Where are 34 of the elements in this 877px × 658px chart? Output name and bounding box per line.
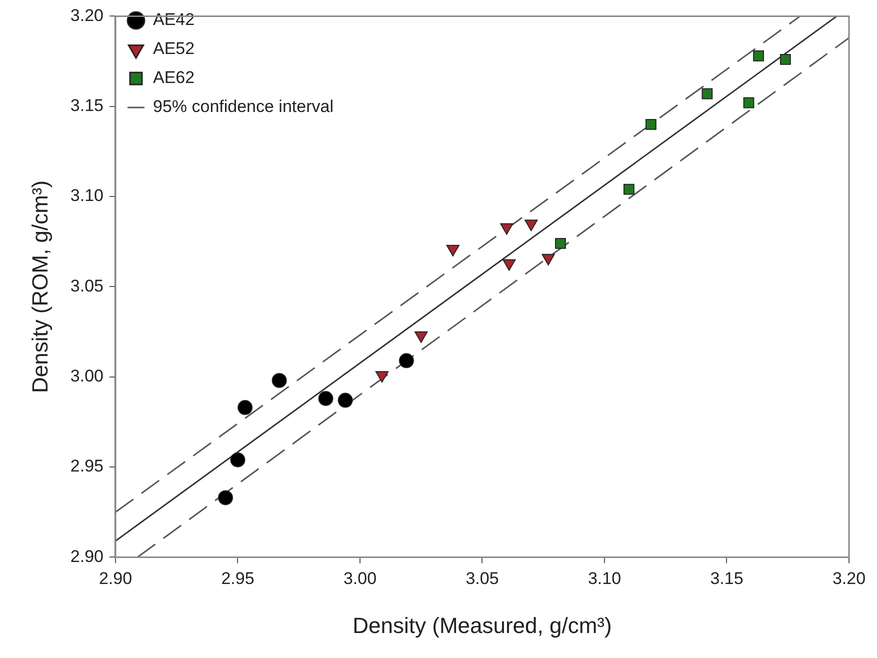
x-tick-label: 3.00 [343,569,377,588]
point [218,490,234,506]
x-tick-label: 2.90 [98,569,132,588]
point [230,452,246,468]
point [272,372,287,388]
x-tick-label: 3.15 [710,569,744,588]
x-tick-label: 2.95 [221,569,254,588]
point [646,118,656,130]
y-tick-label: 2.90 [70,546,104,566]
point [414,331,428,343]
y-tick-label: 2.95 [70,456,104,476]
point [702,88,713,100]
point [238,400,253,416]
legend-label: 95% confidence interval [152,97,334,116]
point [623,184,634,195]
x-tick-label: 3.05 [466,569,499,588]
point [743,97,754,108]
y-axis-title: Density (ROM, g/cm³) [27,180,52,394]
y-tick-label: 3.00 [70,366,104,386]
point [555,238,566,249]
y-tick-label: 3.15 [70,96,104,116]
x-tick-label: 3.10 [588,569,622,588]
legend-label: AE52 [152,39,195,58]
point [318,391,334,406]
y-tick-label: 3.05 [70,276,104,296]
point [338,392,353,408]
y-tick-label: 3.20 [70,6,104,25]
x-axis-title: Density (Measured, g/cm³) [352,612,612,638]
legend-label: AE62 [152,68,195,88]
point [753,50,764,62]
x-tick-label: 3.20 [832,569,866,588]
point [780,54,791,65]
y-tick-label: 3.10 [70,186,104,206]
point [398,353,414,368]
